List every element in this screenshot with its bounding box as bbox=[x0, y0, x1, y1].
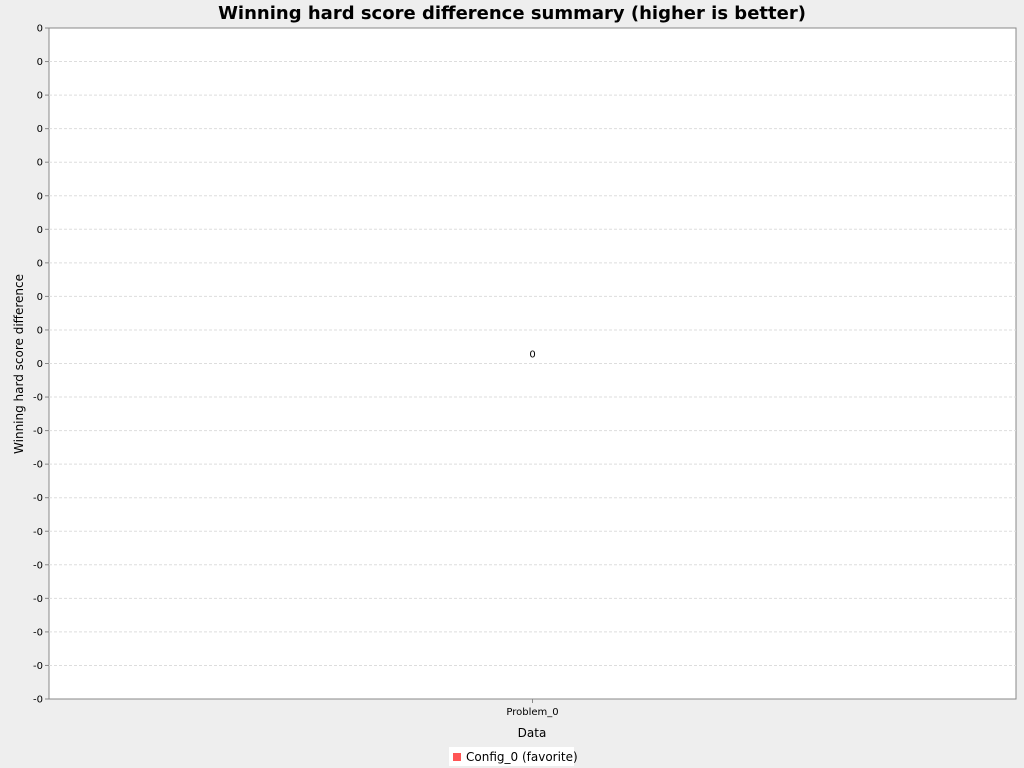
y-tick-label: 0 bbox=[37, 258, 43, 269]
y-tick-label: 0 bbox=[37, 359, 43, 370]
y-tick-label: 0 bbox=[37, 124, 43, 135]
y-tick-label: -0 bbox=[33, 460, 43, 471]
legend-entry: Config_0 (favorite) bbox=[466, 750, 578, 764]
bar-data-label: 0 bbox=[529, 350, 535, 361]
y-tick-label: 0 bbox=[37, 325, 43, 336]
y-tick-label: -0 bbox=[33, 627, 43, 638]
y-axis-ticks: 0 0 0 0 0 0 0 0 0 0 0 -0 -0 -0 -0 -0 -0 -0 -0 -0 -0 bbox=[33, 24, 49, 706]
y-tick-label: -0 bbox=[33, 527, 43, 538]
legend-box bbox=[449, 747, 574, 766]
x-axis-label: Data bbox=[518, 726, 547, 740]
y-tick-label: -0 bbox=[33, 661, 43, 672]
legend-swatch bbox=[453, 753, 461, 761]
y-tick-label: 0 bbox=[37, 158, 43, 169]
y-tick-label: -0 bbox=[33, 594, 43, 605]
y-tick-label: 0 bbox=[37, 292, 43, 303]
y-tick-label: -0 bbox=[33, 560, 43, 571]
y-tick-label: 0 bbox=[37, 57, 43, 68]
y-tick-label: -0 bbox=[33, 426, 43, 437]
y-tick-label: 0 bbox=[37, 24, 43, 35]
legend: Config_0 (favorite) bbox=[449, 747, 578, 766]
y-tick-label: 0 bbox=[37, 191, 43, 202]
y-axis-label: Winning hard score difference bbox=[12, 274, 26, 454]
x-tick-label: Problem_0 bbox=[506, 707, 558, 718]
y-tick-label: -0 bbox=[33, 695, 43, 706]
y-tick-label: -0 bbox=[33, 493, 43, 504]
y-tick-label: -0 bbox=[33, 393, 43, 404]
y-tick-label: 0 bbox=[37, 225, 43, 236]
y-tick-label: 0 bbox=[37, 91, 43, 102]
gridlines bbox=[49, 61, 1016, 666]
data-labels: 0 bbox=[529, 350, 535, 361]
chart-title: Winning hard score difference summary (h… bbox=[218, 3, 806, 24]
x-axis-ticks: Problem_0 bbox=[506, 699, 559, 718]
